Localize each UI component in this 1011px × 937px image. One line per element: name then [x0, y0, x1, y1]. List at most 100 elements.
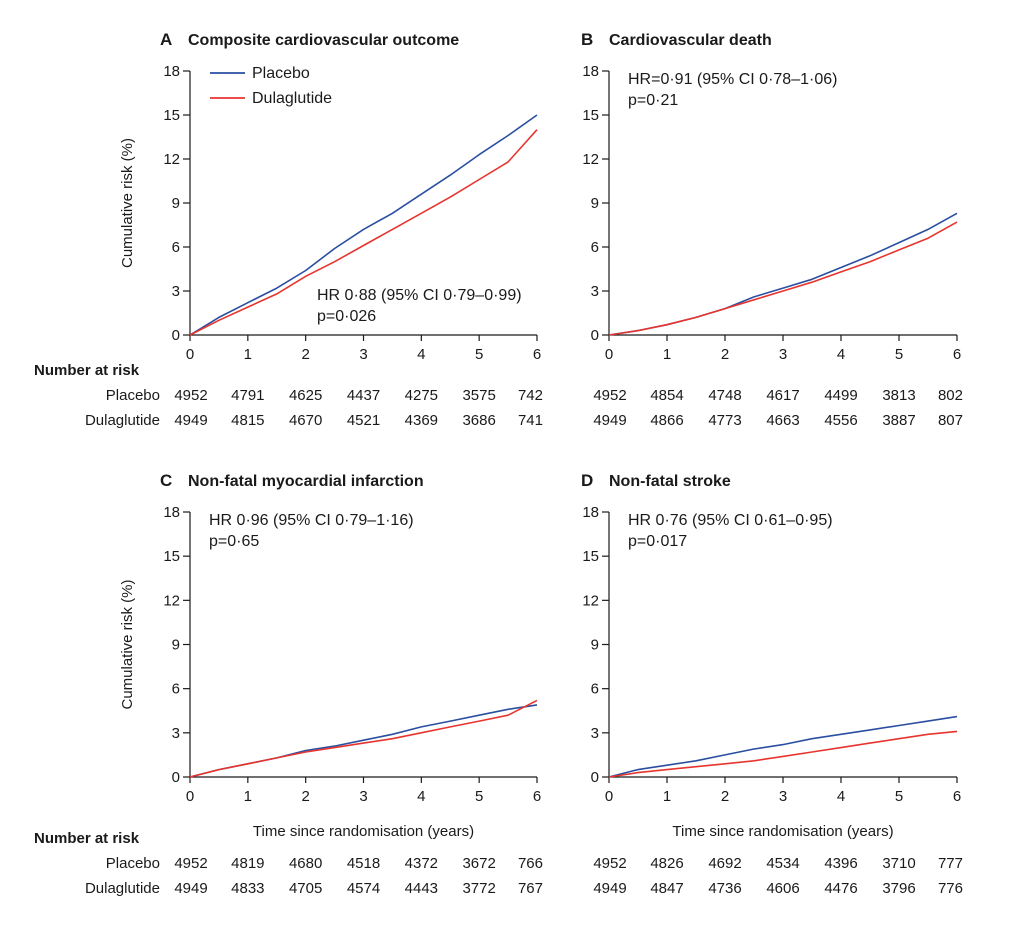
legend: Placebo Dulaglutide — [210, 65, 332, 107]
number-at-risk-value: 4952 — [593, 387, 626, 404]
y-tick-label: 15 — [582, 548, 599, 565]
x-tick-label: 0 — [605, 346, 613, 363]
panel-letter: B — [581, 30, 593, 49]
series-line-dulaglutide — [608, 730, 958, 778]
panel-letter: D — [581, 471, 593, 490]
x-tick-label: 4 — [417, 788, 425, 805]
x-tick-label: 5 — [475, 346, 483, 363]
y-tick-label: 12 — [163, 151, 180, 168]
number-at-risk-header: Number at risk — [34, 362, 140, 379]
number-at-risk-value: 4949 — [174, 880, 207, 897]
panel-title: Cardiovascular death — [609, 32, 772, 49]
y-tick-label: 18 — [582, 504, 599, 521]
number-at-risk-value: 802 — [938, 387, 963, 404]
series-line-dulaglutide — [189, 699, 538, 778]
panel-title: Non-fatal myocardial infarction — [188, 473, 424, 490]
number-at-risk-value: 4606 — [766, 880, 799, 897]
x-tick-label: 2 — [721, 346, 729, 363]
x-tick-label: 3 — [779, 788, 787, 805]
number-at-risk-value: 3887 — [882, 412, 915, 429]
number-at-risk-value: 4499 — [824, 387, 857, 404]
number-at-risk-value: 4670 — [289, 412, 322, 429]
number-at-risk-value: 4625 — [289, 387, 322, 404]
number-at-risk-value: 3796 — [882, 880, 915, 897]
p-value-text: p=0·026 — [317, 308, 376, 325]
number-at-risk-value: 777 — [938, 855, 963, 872]
x-tick-label: 6 — [533, 788, 541, 805]
y-tick-label: 9 — [591, 195, 599, 212]
x-tick-label: 1 — [663, 788, 671, 805]
number-at-risk-value: 4866 — [650, 412, 683, 429]
y-tick-label: 0 — [172, 769, 180, 786]
number-at-risk-value: 3686 — [462, 412, 495, 429]
panel-a: A Composite cardiovascular outcome0369121… — [34, 30, 543, 429]
x-tick-label: 0 — [186, 346, 194, 363]
y-tick-label: 3 — [172, 283, 180, 300]
y-tick-label: 6 — [172, 239, 180, 256]
x-tick-label: 6 — [533, 346, 541, 363]
number-at-risk-value: 4396 — [824, 855, 857, 872]
number-at-risk-value: 3575 — [462, 387, 495, 404]
y-tick-label: 3 — [172, 725, 180, 742]
panel-c: C Non-fatal myocardial infarction03691215… — [34, 471, 543, 897]
number-at-risk-value: 4518 — [347, 855, 380, 872]
hazard-ratio-text: HR 0·96 (95% CI 0·79–1·16) — [209, 512, 414, 529]
number-at-risk-value: 4680 — [289, 855, 322, 872]
x-tick-label: 3 — [359, 346, 367, 363]
number-at-risk-value: 4791 — [231, 387, 264, 404]
number-at-risk-value: 4949 — [593, 880, 626, 897]
panel-title: Non-fatal stroke — [609, 473, 731, 490]
number-at-risk-value: 4692 — [708, 855, 741, 872]
x-tick-label: 2 — [301, 788, 309, 805]
number-at-risk-value: 4736 — [708, 880, 741, 897]
x-tick-label: 0 — [605, 788, 613, 805]
y-tick-label: 9 — [591, 637, 599, 654]
y-tick-label: 9 — [172, 637, 180, 654]
number-at-risk-value: 4748 — [708, 387, 741, 404]
number-at-risk-value: 4847 — [650, 880, 683, 897]
p-value-text: p=0·21 — [628, 92, 678, 109]
x-axis-label: Time since randomisation (years) — [253, 823, 474, 840]
number-at-risk-value: 766 — [518, 855, 543, 872]
x-tick-label: 4 — [417, 346, 425, 363]
y-tick-label: 6 — [591, 681, 599, 698]
x-tick-label: 1 — [244, 346, 252, 363]
y-axis-label: Cumulative risk (%) — [119, 138, 136, 268]
y-tick-label: 18 — [163, 504, 180, 521]
risk-group-label: Placebo — [106, 387, 160, 404]
series-line-dulaglutide — [189, 129, 538, 336]
y-tick-label: 6 — [172, 681, 180, 698]
number-at-risk-value: 4534 — [766, 855, 799, 872]
y-tick-label: 12 — [582, 592, 599, 609]
number-at-risk-value: 4476 — [824, 880, 857, 897]
y-tick-label: 12 — [163, 592, 180, 609]
y-tick-label: 6 — [591, 239, 599, 256]
series-line-dulaglutide — [608, 221, 958, 336]
number-at-risk-value: 4372 — [405, 855, 438, 872]
number-at-risk-header: Number at risk — [34, 830, 140, 847]
number-at-risk-value: 4952 — [593, 855, 626, 872]
x-tick-label: 5 — [895, 788, 903, 805]
number-at-risk-value: 4443 — [405, 880, 438, 897]
number-at-risk-value: 4617 — [766, 387, 799, 404]
p-value-text: p=0·65 — [209, 533, 259, 550]
number-at-risk-value: 4574 — [347, 880, 380, 897]
p-value-text: p=0·017 — [628, 533, 687, 550]
series-line-placebo — [189, 704, 538, 778]
y-tick-label: 9 — [172, 195, 180, 212]
number-at-risk-value: 4949 — [174, 412, 207, 429]
hazard-ratio-text: HR=0·91 (95% CI 0·78–1·06) — [628, 71, 837, 88]
y-tick-label: 3 — [591, 283, 599, 300]
number-at-risk-value: 4521 — [347, 412, 380, 429]
number-at-risk-value: 3813 — [882, 387, 915, 404]
number-at-risk-value: 4663 — [766, 412, 799, 429]
y-tick-label: 15 — [582, 107, 599, 124]
number-at-risk-value: 4952 — [174, 855, 207, 872]
y-tick-label: 12 — [582, 151, 599, 168]
number-at-risk-value: 3772 — [462, 880, 495, 897]
x-tick-label: 4 — [837, 788, 845, 805]
hazard-ratio-text: HR 0·88 (95% CI 0·79–0·99) — [317, 287, 522, 304]
x-tick-label: 0 — [186, 788, 194, 805]
